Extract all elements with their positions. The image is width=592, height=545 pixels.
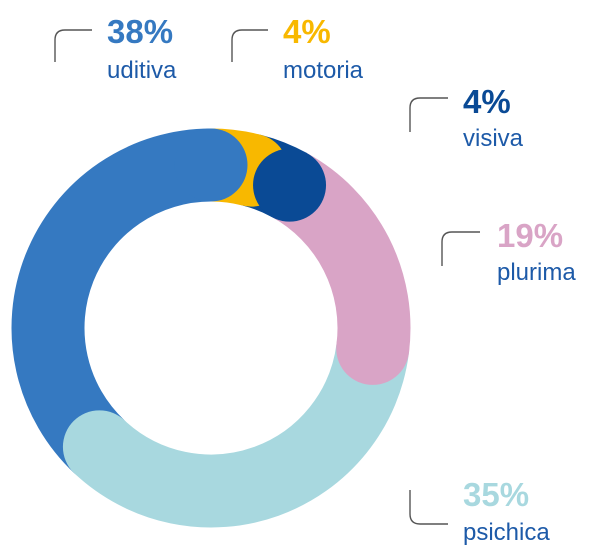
percent-label: 4% [283,13,331,50]
category-label: visiva [463,125,524,152]
bracket [409,490,448,525]
segment-cap [336,311,410,385]
bracket [409,97,448,132]
percent-label: 38% [107,13,173,50]
segment [11,128,212,474]
labels: 38% uditiva 4% motoria 4% visiva 19% plurima 35%… [54,13,576,545]
category-label: motoria [283,57,364,84]
bracket [231,29,268,62]
segment-cap [174,128,248,202]
segment-cap [253,148,327,222]
bracket [441,231,480,266]
category-label: psichica [463,519,550,545]
percent-label: 4% [463,83,511,120]
percent-label: 19% [497,217,563,254]
category-label: uditiva [107,57,177,84]
bracket [54,29,92,62]
segment [74,343,409,528]
percent-label: 35% [463,476,529,513]
category-label: plurima [497,259,576,286]
donut [11,128,411,528]
segment-cap [62,410,136,484]
